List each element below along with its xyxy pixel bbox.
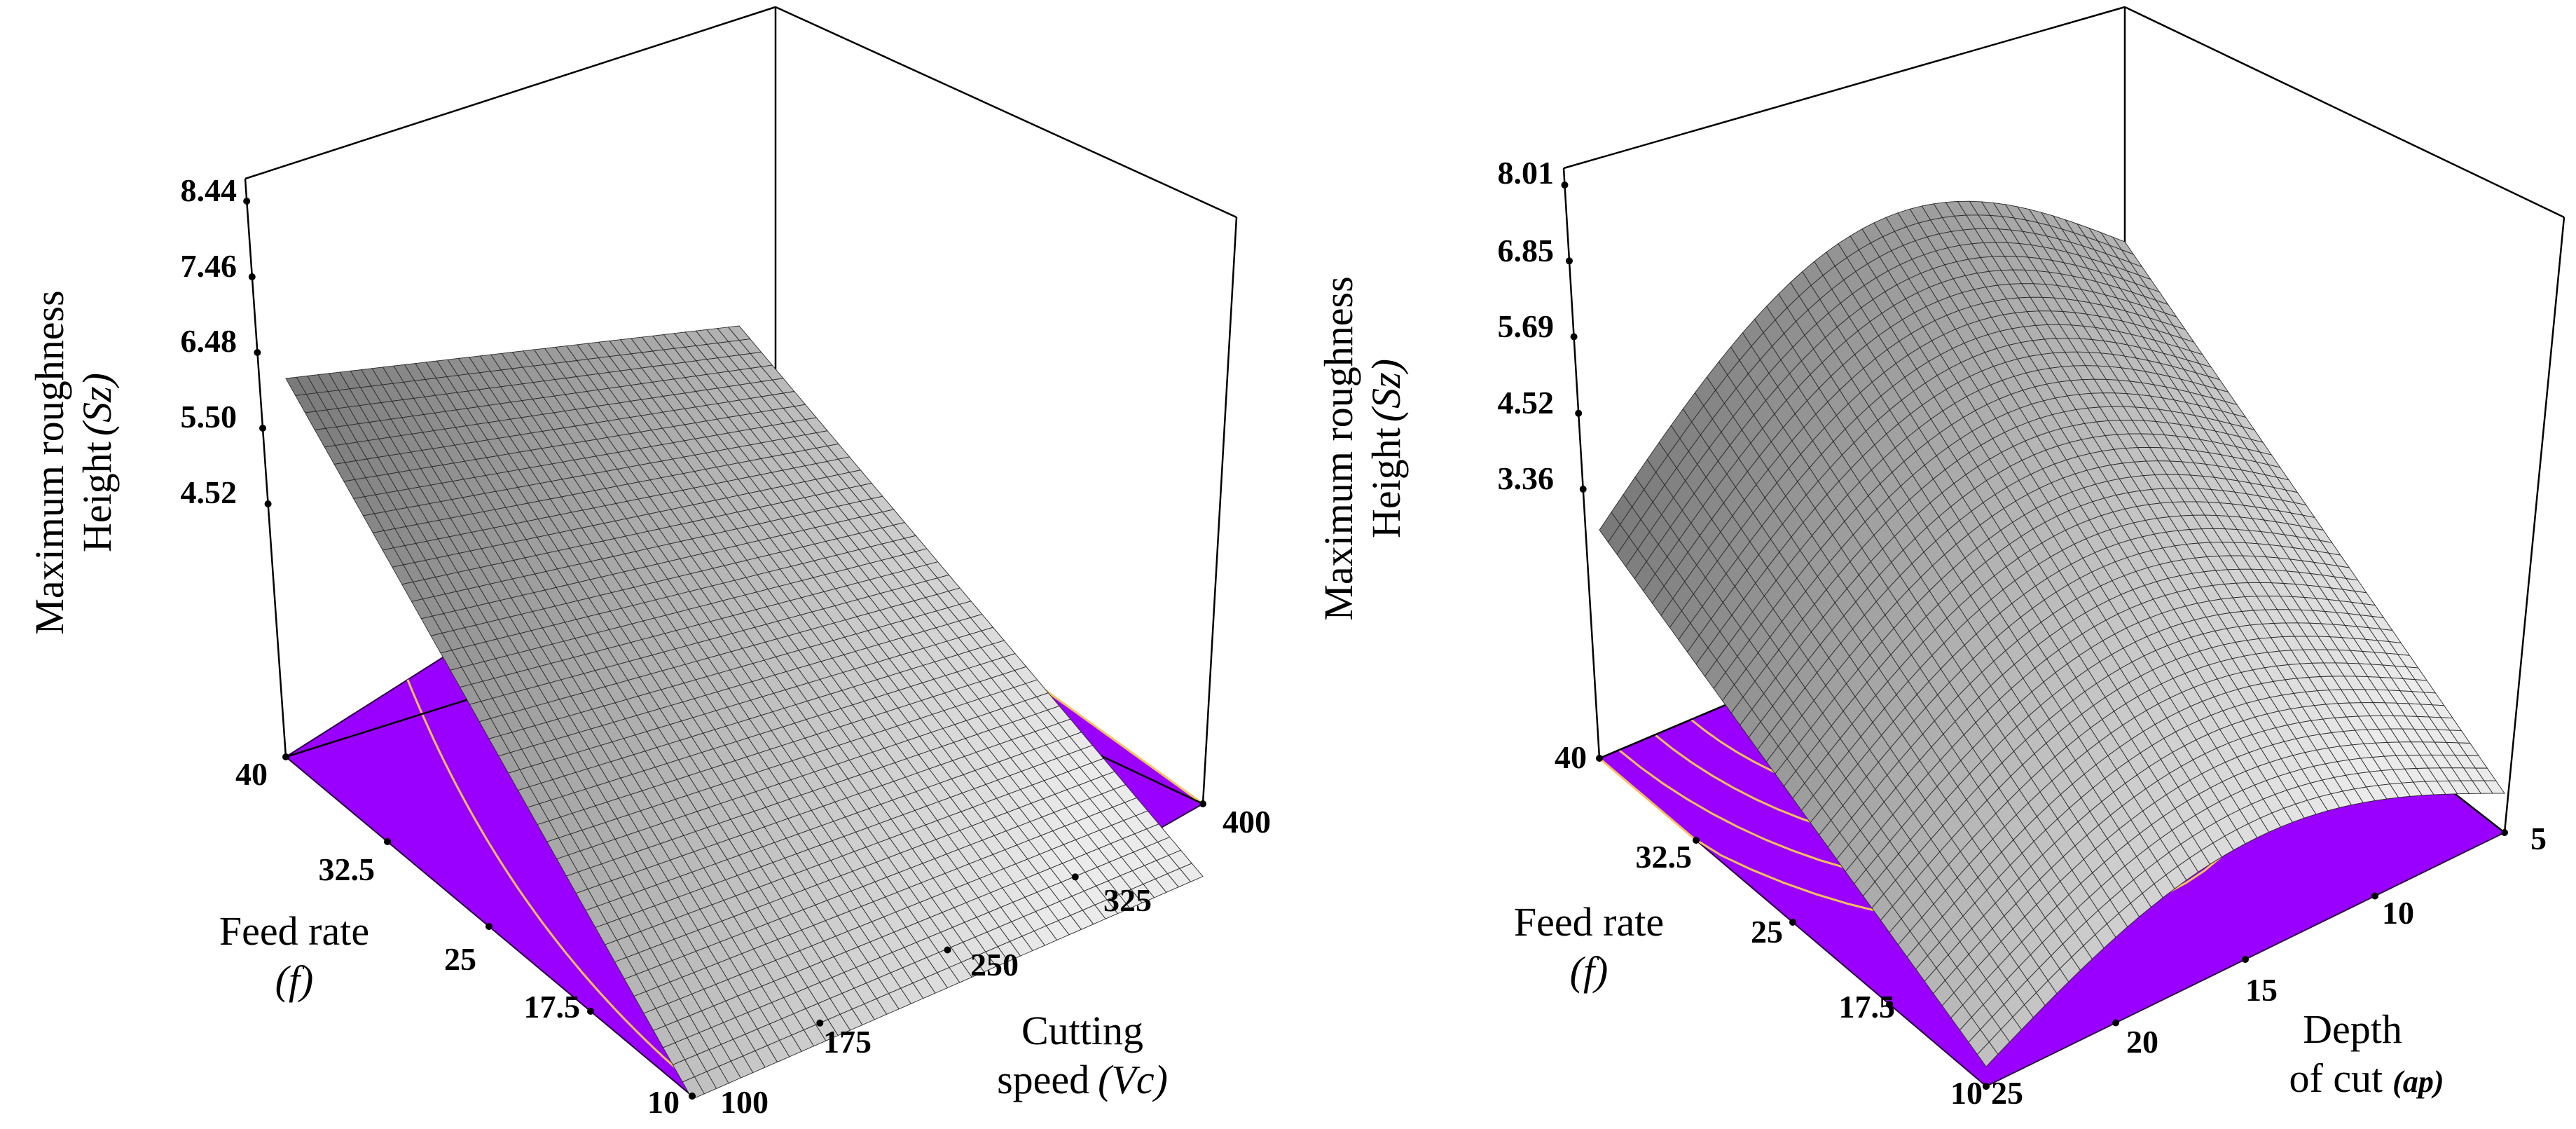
depth-tick-label: 20: [2126, 1024, 2158, 1060]
surface-chart-depth-feed: 8.01 6.85 5.69 4.52 3.36 40 32.5 25 17.5…: [1316, 6, 2565, 1111]
surface-cell: [1179, 863, 1204, 882]
contour-line: [406, 679, 703, 1092]
feed-tick-label: 10: [1950, 1075, 1983, 1111]
z-tick-label: 4.52: [1498, 385, 1555, 420]
depth-tick-label: 5: [2530, 821, 2547, 856]
right-vertical-edge: [1201, 217, 1238, 805]
z-tick-mark: [1566, 257, 1573, 265]
depth-tick-label: 15: [2245, 972, 2278, 1008]
z-tick-mark: [1579, 486, 1587, 493]
z-tick-label: 8.01: [1498, 155, 1555, 191]
depth-tick-label: 10: [2382, 895, 2414, 931]
depth-axis-title: Depth of cut (ap): [2289, 1006, 2444, 1101]
z-tick-labels: 8.44 7.46 6.48 5.50 4.52: [181, 172, 237, 510]
feed-tick-mark: [587, 1008, 594, 1015]
top-right-edge: [2124, 6, 2565, 219]
z-tick-mark: [243, 198, 251, 205]
x-tick-mark: [2112, 1019, 2119, 1027]
speed-tick-label: 175: [823, 1024, 872, 1060]
feed-tick-mark: [282, 753, 289, 760]
z-tick-mark: [1561, 182, 1569, 189]
z-tick-label: 3.36: [1498, 460, 1555, 496]
z-tick-label: 6.85: [1498, 233, 1555, 268]
z-tick-label: 5.50: [181, 399, 237, 435]
feed-tick-label: 25: [1751, 914, 1783, 950]
z-axis-title: Maximum roughnessHeight(Sz): [27, 290, 120, 634]
feed-tick-label: 32.5: [319, 851, 376, 887]
feed-tick-label: 32.5: [1636, 839, 1693, 875]
feed-tick-mark: [384, 838, 391, 845]
z-tick-label: 6.48: [181, 323, 237, 359]
feed-tick-label: 25: [444, 941, 476, 977]
surface-cell: [2484, 780, 2505, 794]
speed-tick-label: 100: [720, 1084, 769, 1120]
z-tick-label: 4.52: [181, 474, 237, 510]
z-axis-title: Maximum roughnessHeight(Sz): [1316, 276, 1409, 620]
left-vertical-edge: [1562, 167, 1601, 759]
feed-axis-title: Feed rate (f): [1514, 899, 1664, 994]
z-tick-labels: 8.01 6.85 5.69 4.52 3.36: [1498, 155, 1555, 496]
top-left-edge: [244, 6, 776, 180]
feed-tick-label: 17.5: [1839, 989, 1896, 1025]
speed-tick-label: 325: [1103, 882, 1152, 918]
z-tick-mark: [264, 500, 272, 507]
feed-tick-mark: [1693, 837, 1700, 844]
z-tick-mark: [1575, 409, 1583, 417]
x-tick-mark: [1199, 800, 1206, 807]
feed-tick-label: 40: [235, 756, 268, 792]
feed-tick-mark: [485, 923, 493, 930]
feed-axis-title: Feed rate (f): [219, 908, 369, 1003]
z-tick-label: 5.69: [1498, 308, 1555, 344]
top-left-edge: [1563, 6, 2126, 170]
feed-tick-label: 17.5: [524, 989, 581, 1025]
response-surface: [285, 325, 1204, 1100]
speed-tick-labels: 100 175 250 325 400: [720, 804, 1271, 1120]
z-tick-label: 7.46: [181, 248, 237, 284]
speed-tick-label: 400: [1222, 804, 1271, 840]
speed-tick-label: 250: [970, 947, 1019, 983]
feed-tick-mark: [1886, 1001, 1893, 1008]
left-vertical-edge: [244, 178, 287, 758]
x-tick-mark: [944, 946, 951, 954]
feed-tick-mark: [1789, 919, 1796, 926]
z-tick-mark: [1570, 333, 1578, 341]
surface-chart-speed-feed: 8.44 7.46 6.48 5.50 4.52 40 32.5 25 17.5…: [27, 6, 1271, 1120]
x-tick-mark: [2501, 829, 2508, 836]
z-tick-mark: [254, 349, 261, 356]
speed-axis-title: Cutting speed (Vc): [997, 1008, 1168, 1102]
x-tick-mark: [2242, 956, 2249, 963]
tick-marks: [1561, 182, 2508, 1090]
feed-tick-label: 40: [1555, 739, 1587, 775]
response-surface: [1599, 200, 2505, 1067]
top-right-edge: [775, 6, 1237, 219]
x-tick-mark: [2371, 892, 2378, 900]
feed-tick-labels: 40 32.5 25 17.5 10: [235, 756, 680, 1120]
right-vertical-edge: [2503, 217, 2565, 833]
x-tick-mark: [689, 1093, 696, 1100]
z-tick-label: 8.44: [181, 172, 237, 208]
x-tick-mark: [816, 1019, 824, 1027]
feed-tick-mark: [1596, 755, 1603, 762]
x-tick-mark: [1071, 873, 1079, 881]
feed-tick-label: 10: [647, 1084, 680, 1120]
feed-tick-labels: 40 32.5 25 17.5 10: [1555, 739, 1983, 1111]
depth-tick-labels: 25 20 15 10 5: [1991, 821, 2547, 1111]
tick-marks: [243, 198, 1206, 1100]
x-tick-mark: [1983, 1083, 1990, 1090]
depth-tick-label: 25: [1991, 1075, 2023, 1111]
z-tick-mark: [248, 273, 256, 280]
z-tick-mark: [259, 425, 266, 432]
